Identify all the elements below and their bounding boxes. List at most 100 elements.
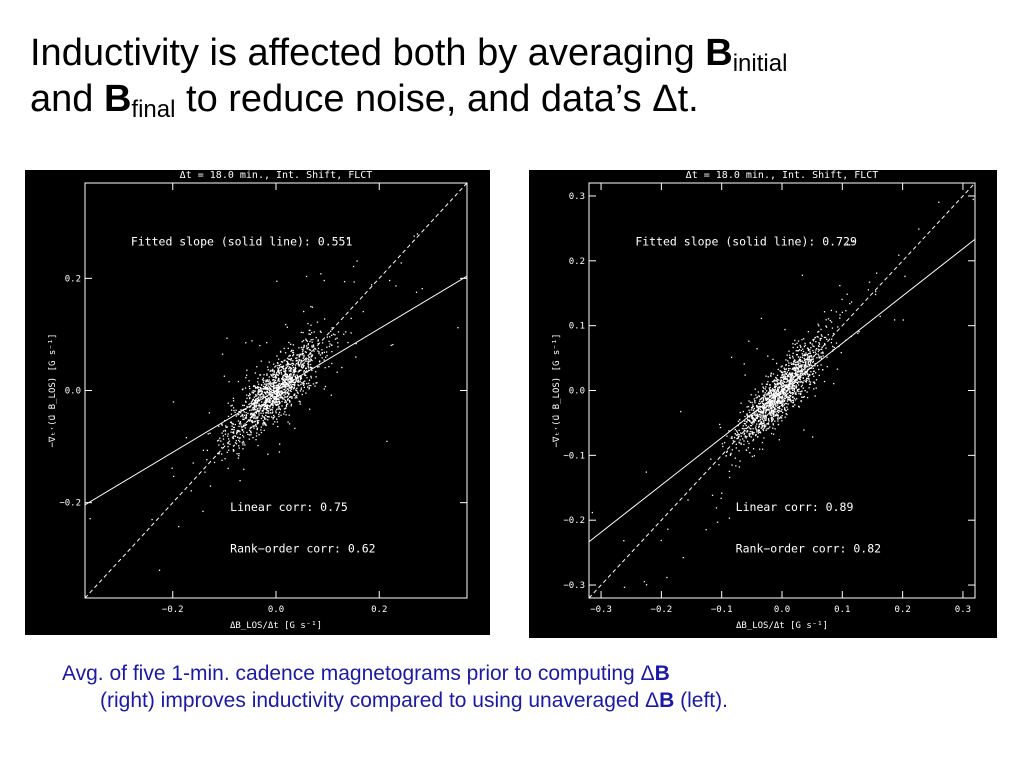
scatter-plot-right: Δt = 18.0 min., Int. Shift, FLCT −0.3 −0.2… <box>529 170 997 638</box>
chart2-scatter-point <box>795 393 797 395</box>
chart2-scatter-point <box>767 397 769 400</box>
chart1-scatter-point <box>246 369 248 371</box>
chart2-scatter-point <box>759 403 761 405</box>
chart1-scatter-point <box>290 368 292 370</box>
chart2-scatter-point <box>785 394 787 396</box>
chart1-scatter-point <box>288 377 290 380</box>
chart2-scatter-point <box>850 301 853 303</box>
chart1-scatter-point <box>260 431 263 434</box>
chart2-scatter-point <box>777 394 779 396</box>
chart2-scatter-point <box>804 374 807 376</box>
chart1-scatter-point <box>312 383 315 385</box>
chart2-scatter-point <box>751 416 753 418</box>
chart2-scatter-point <box>782 391 784 394</box>
chart1-scatter-point <box>263 401 265 404</box>
chart2-scatter-point <box>740 435 742 437</box>
chart2-scatter-point <box>814 382 816 385</box>
chart2-scatter-point <box>792 393 794 395</box>
chart2-scatter-point <box>744 415 746 418</box>
chart2-scatter-point <box>769 386 771 389</box>
chart1-scatter-point <box>267 419 269 421</box>
chart1-scatter-point <box>284 374 286 376</box>
chart2-scatter-point <box>841 311 843 313</box>
chart1-scatter-point <box>331 362 333 365</box>
chart2-scatter-point <box>792 387 794 390</box>
chart2-scatter-point <box>787 399 790 401</box>
chart1-scatter-point <box>276 418 278 420</box>
chart2-scatter-point <box>849 303 851 305</box>
chart1-scatter-point <box>256 381 259 383</box>
chart1-scatter-point <box>252 436 254 439</box>
chart1-scatter-point <box>266 410 268 412</box>
chart2-scatter-point <box>748 442 750 445</box>
chart1-scatter-point <box>290 370 292 372</box>
chart1-scatter-point <box>279 408 281 410</box>
chart2-scatter-point <box>823 380 826 383</box>
chart1-scatter-point <box>299 380 301 382</box>
chart1-scatter-point <box>270 369 272 371</box>
chart2-scatter-point <box>718 464 720 466</box>
chart1-scatter-point <box>208 412 211 414</box>
chart1-scatter-point <box>249 413 252 416</box>
chart1-scatter-point <box>289 384 292 386</box>
chart1-scatter-point <box>306 347 308 349</box>
chart2-scatter-point <box>754 400 756 402</box>
chart1-scatter-point <box>224 458 226 460</box>
chart2-scatter-point <box>794 343 796 345</box>
chart2-scatter-point <box>779 394 781 396</box>
chart2-scatter-point <box>784 376 786 378</box>
chart2-scatter-point <box>767 408 770 411</box>
chart2-scatter-point <box>745 437 747 439</box>
chart1-scatter-point <box>271 412 273 414</box>
chart1-scatter-point <box>271 400 273 403</box>
chart2-scatter-point <box>799 358 802 361</box>
chart1-scatter-point <box>263 405 266 408</box>
chart1-scatter-point <box>295 380 297 382</box>
chart1-scatter-point <box>290 396 292 398</box>
chart1-scatter-point <box>290 358 293 360</box>
chart1-scatter-point <box>236 431 238 433</box>
chart1-scatter-point <box>258 407 260 409</box>
chart2-scatter-point <box>778 439 780 441</box>
caption-line2-bold: B <box>659 689 675 712</box>
chart2-scatter-point <box>805 353 807 356</box>
chart2-scatter-point <box>787 395 789 398</box>
chart2-scatter-point <box>775 404 777 406</box>
chart1-scatter-point <box>261 388 263 390</box>
chart2-scatter-point <box>773 398 775 400</box>
chart1-scatter-point <box>221 447 223 449</box>
chart1-scatter-point <box>291 377 294 379</box>
chart2-scatter-point <box>780 404 783 407</box>
chart2-scatter-point <box>710 458 712 460</box>
chart1-scatter-point <box>291 397 293 399</box>
chart2-scatter-point <box>746 413 748 416</box>
chart2-scatter-point <box>827 318 830 320</box>
chart2-scatter-point <box>750 421 752 423</box>
chart1-scatter-point <box>307 358 309 360</box>
chart1-scatter-point <box>284 372 286 374</box>
chart2-scatter-point <box>796 354 799 356</box>
chart1-scatter-point <box>273 384 275 387</box>
chart2-scatter-point <box>806 372 808 374</box>
chart1-scatter-point <box>275 381 278 384</box>
chart1-scatter-point <box>308 384 310 387</box>
chart1-scatter-point <box>256 419 258 422</box>
chart2-scatter-point <box>760 397 762 400</box>
chart2-scatter-point <box>740 402 742 404</box>
chart1-scatter-point <box>255 417 257 420</box>
chart2-scatter-point <box>777 382 780 384</box>
chart1-scatter-point <box>285 382 288 384</box>
chart2-scatter-point <box>789 387 791 389</box>
chart1-scatter-point <box>257 391 259 393</box>
chart2-scatter-point <box>802 381 804 384</box>
chart1-scatter-point <box>251 422 254 424</box>
chart2-scatter-point <box>772 393 774 395</box>
chart1-scatter-point <box>262 422 265 424</box>
title-part1: Inductivity is affected both by averagin… <box>30 32 706 74</box>
chart2-scatter-point <box>765 390 768 392</box>
chart1-scatter-point <box>158 569 161 571</box>
chart1-scatter-point <box>267 369 269 371</box>
chart1-scatter-point <box>284 379 286 381</box>
chart1-scatter-point <box>276 393 278 395</box>
chart1-scatter-point <box>272 411 274 413</box>
